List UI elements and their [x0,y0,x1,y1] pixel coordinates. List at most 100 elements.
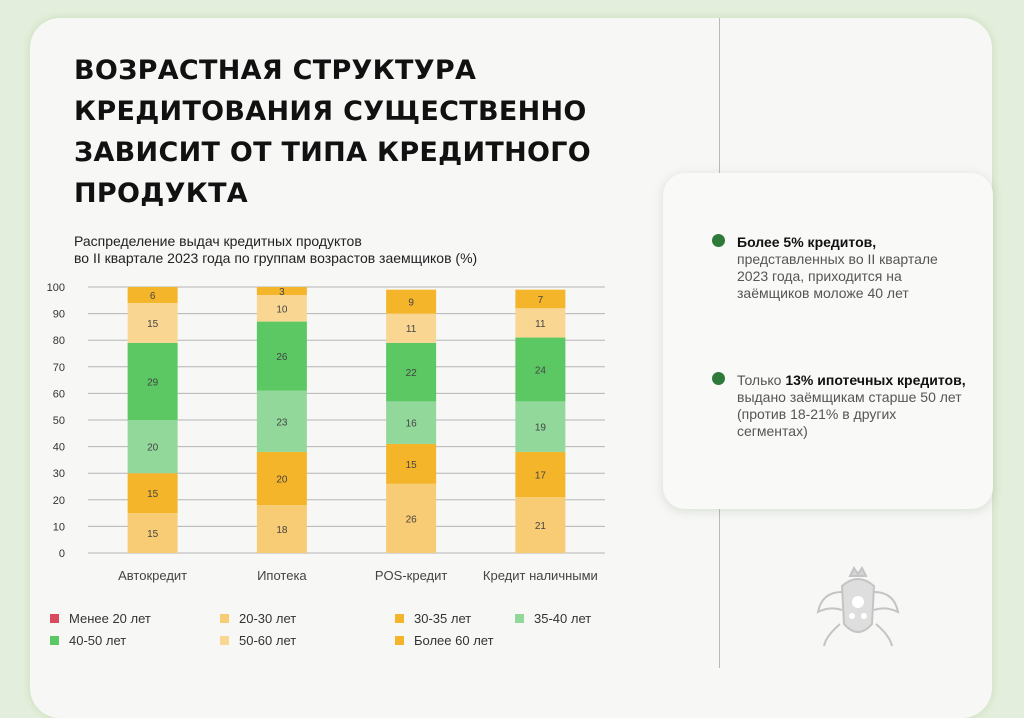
data-label: 7 [538,295,544,306]
legend-swatch [395,614,404,623]
bar-segment [127,342,178,420]
bar-segment [256,321,307,391]
note-2-bold: 13% ипотечных кредитов, [785,372,966,388]
legend-label: Более 60 лет [414,633,494,648]
y-tick-label: 0 [59,548,65,560]
bar-segment [127,287,178,303]
bar-segment [386,443,437,484]
data-label: 22 [406,368,418,379]
bar-segment [256,505,307,553]
legend-swatch [515,614,524,623]
note-1-bold: Более 5% кредитов, [737,234,877,250]
legend-item: Более 60 лет [395,633,494,648]
note-2: Только 13% ипотечных кредитов, выдано за… [737,372,967,440]
data-label: 23 [276,417,288,428]
bar-segment [256,294,307,322]
data-label: 15 [406,460,418,471]
bar-segment [127,302,178,343]
data-label: 24 [535,365,547,376]
legend-label: 40-50 лет [69,633,127,648]
data-label: 17 [535,471,547,482]
bar-segment [127,513,178,553]
data-label: 26 [406,514,418,525]
data-label: 15 [147,529,159,540]
legend-label: 35-40 лет [534,611,592,626]
x-tick-label: Кредит наличными [483,568,598,583]
chart-legend: Менее 20 лет 20-30 лет 30-35 лет 35-40 лет 4… [50,611,610,655]
y-tick-label: 70 [53,362,65,374]
data-label: 18 [276,525,288,536]
x-tick-label: POS-кредит [375,568,447,583]
data-label: 20 [276,475,288,486]
bar-segment [386,401,437,444]
y-tick-label: 100 [47,282,65,294]
data-label: 11 [406,324,417,335]
note-1: Более 5% кредитов, представленных во II … [737,234,967,302]
data-label: 21 [535,521,547,532]
side-panel [663,173,993,509]
bar-segment [515,497,566,553]
bar-segment [515,451,566,498]
note-2-text: выдано заёмщикам старше 50 лет (против 1… [737,389,962,439]
y-tick-label: 30 [53,468,65,480]
legend-label: Менее 20 лет [69,611,151,626]
y-tick-label: 60 [53,388,65,400]
data-label: 29 [147,377,159,388]
legend-swatch [220,636,229,645]
bar-segment [256,287,307,295]
chart-title: Распределение выдач кредитных продуктов … [74,233,594,267]
data-label: 16 [406,419,418,430]
y-tick-label: 10 [53,521,65,533]
data-label: 3 [279,287,285,298]
bar-segment [515,337,566,402]
data-label: 19 [535,423,547,434]
data-label: 15 [147,489,159,500]
note-1-text: представленных во II квартале 2023 года,… [737,251,938,301]
legend-item: 35-40 лет [515,611,591,626]
y-tick-label: 80 [53,335,65,347]
data-label: 9 [408,298,414,309]
data-label: 15 [147,319,159,330]
bar-segment [515,401,566,452]
y-tick-label: 90 [53,309,65,321]
bar-segment [256,390,307,452]
legend-label: 30-35 лет [414,611,472,626]
stacked-bar-chart: 0 10 20 30 40 50 60 70 80 90 100 15 15 20 29 15 6 Автокре… [47,282,605,583]
y-tick-label: 40 [53,442,65,454]
legend-item: Менее 20 лет [50,611,151,626]
page-title: ВОЗРАСТНАЯ СТРУКТУРА КРЕДИТОВАНИЯ СУЩЕСТ… [74,55,592,209]
legend-label: 20-30 лет [239,611,297,626]
bullet-dot-icon [712,372,725,385]
y-tick-label: 50 [53,415,65,427]
coat-of-arms-icon [816,566,900,647]
bar-segment [386,483,437,553]
legend-swatch [395,636,404,645]
data-label: 11 [535,319,546,330]
bar-segment [386,313,437,343]
legend-swatch [220,614,229,623]
legend-item: 20-30 лет [220,611,296,626]
note-2-pre: Только [737,372,786,388]
bar-segment [256,451,307,506]
legend-item: 30-35 лет [395,611,471,626]
x-tick-label: Автокредит [118,568,187,583]
y-tick-label: 20 [53,495,65,507]
legend-swatch [50,614,59,623]
legend-item: 40-50 лет [50,633,126,648]
bar-segment [515,308,566,338]
bar-segment [127,473,178,514]
chart-title-line2: во II квартале 2023 года по группам возр… [74,250,478,266]
legend-swatch [50,636,59,645]
data-label: 6 [150,291,156,302]
chart-title-line1: Распределение выдач кредитных продуктов [74,233,362,249]
x-tick-label: Ипотека [257,568,307,583]
bar-segment [127,420,178,474]
bar-segment [515,289,566,309]
bar-segment [386,342,437,402]
legend-label: 50-60 лет [239,633,297,648]
legend-item: 50-60 лет [220,633,296,648]
bar-segment [386,289,437,314]
data-label: 26 [276,352,288,363]
data-label: 10 [276,304,288,315]
data-label: 20 [147,443,159,454]
